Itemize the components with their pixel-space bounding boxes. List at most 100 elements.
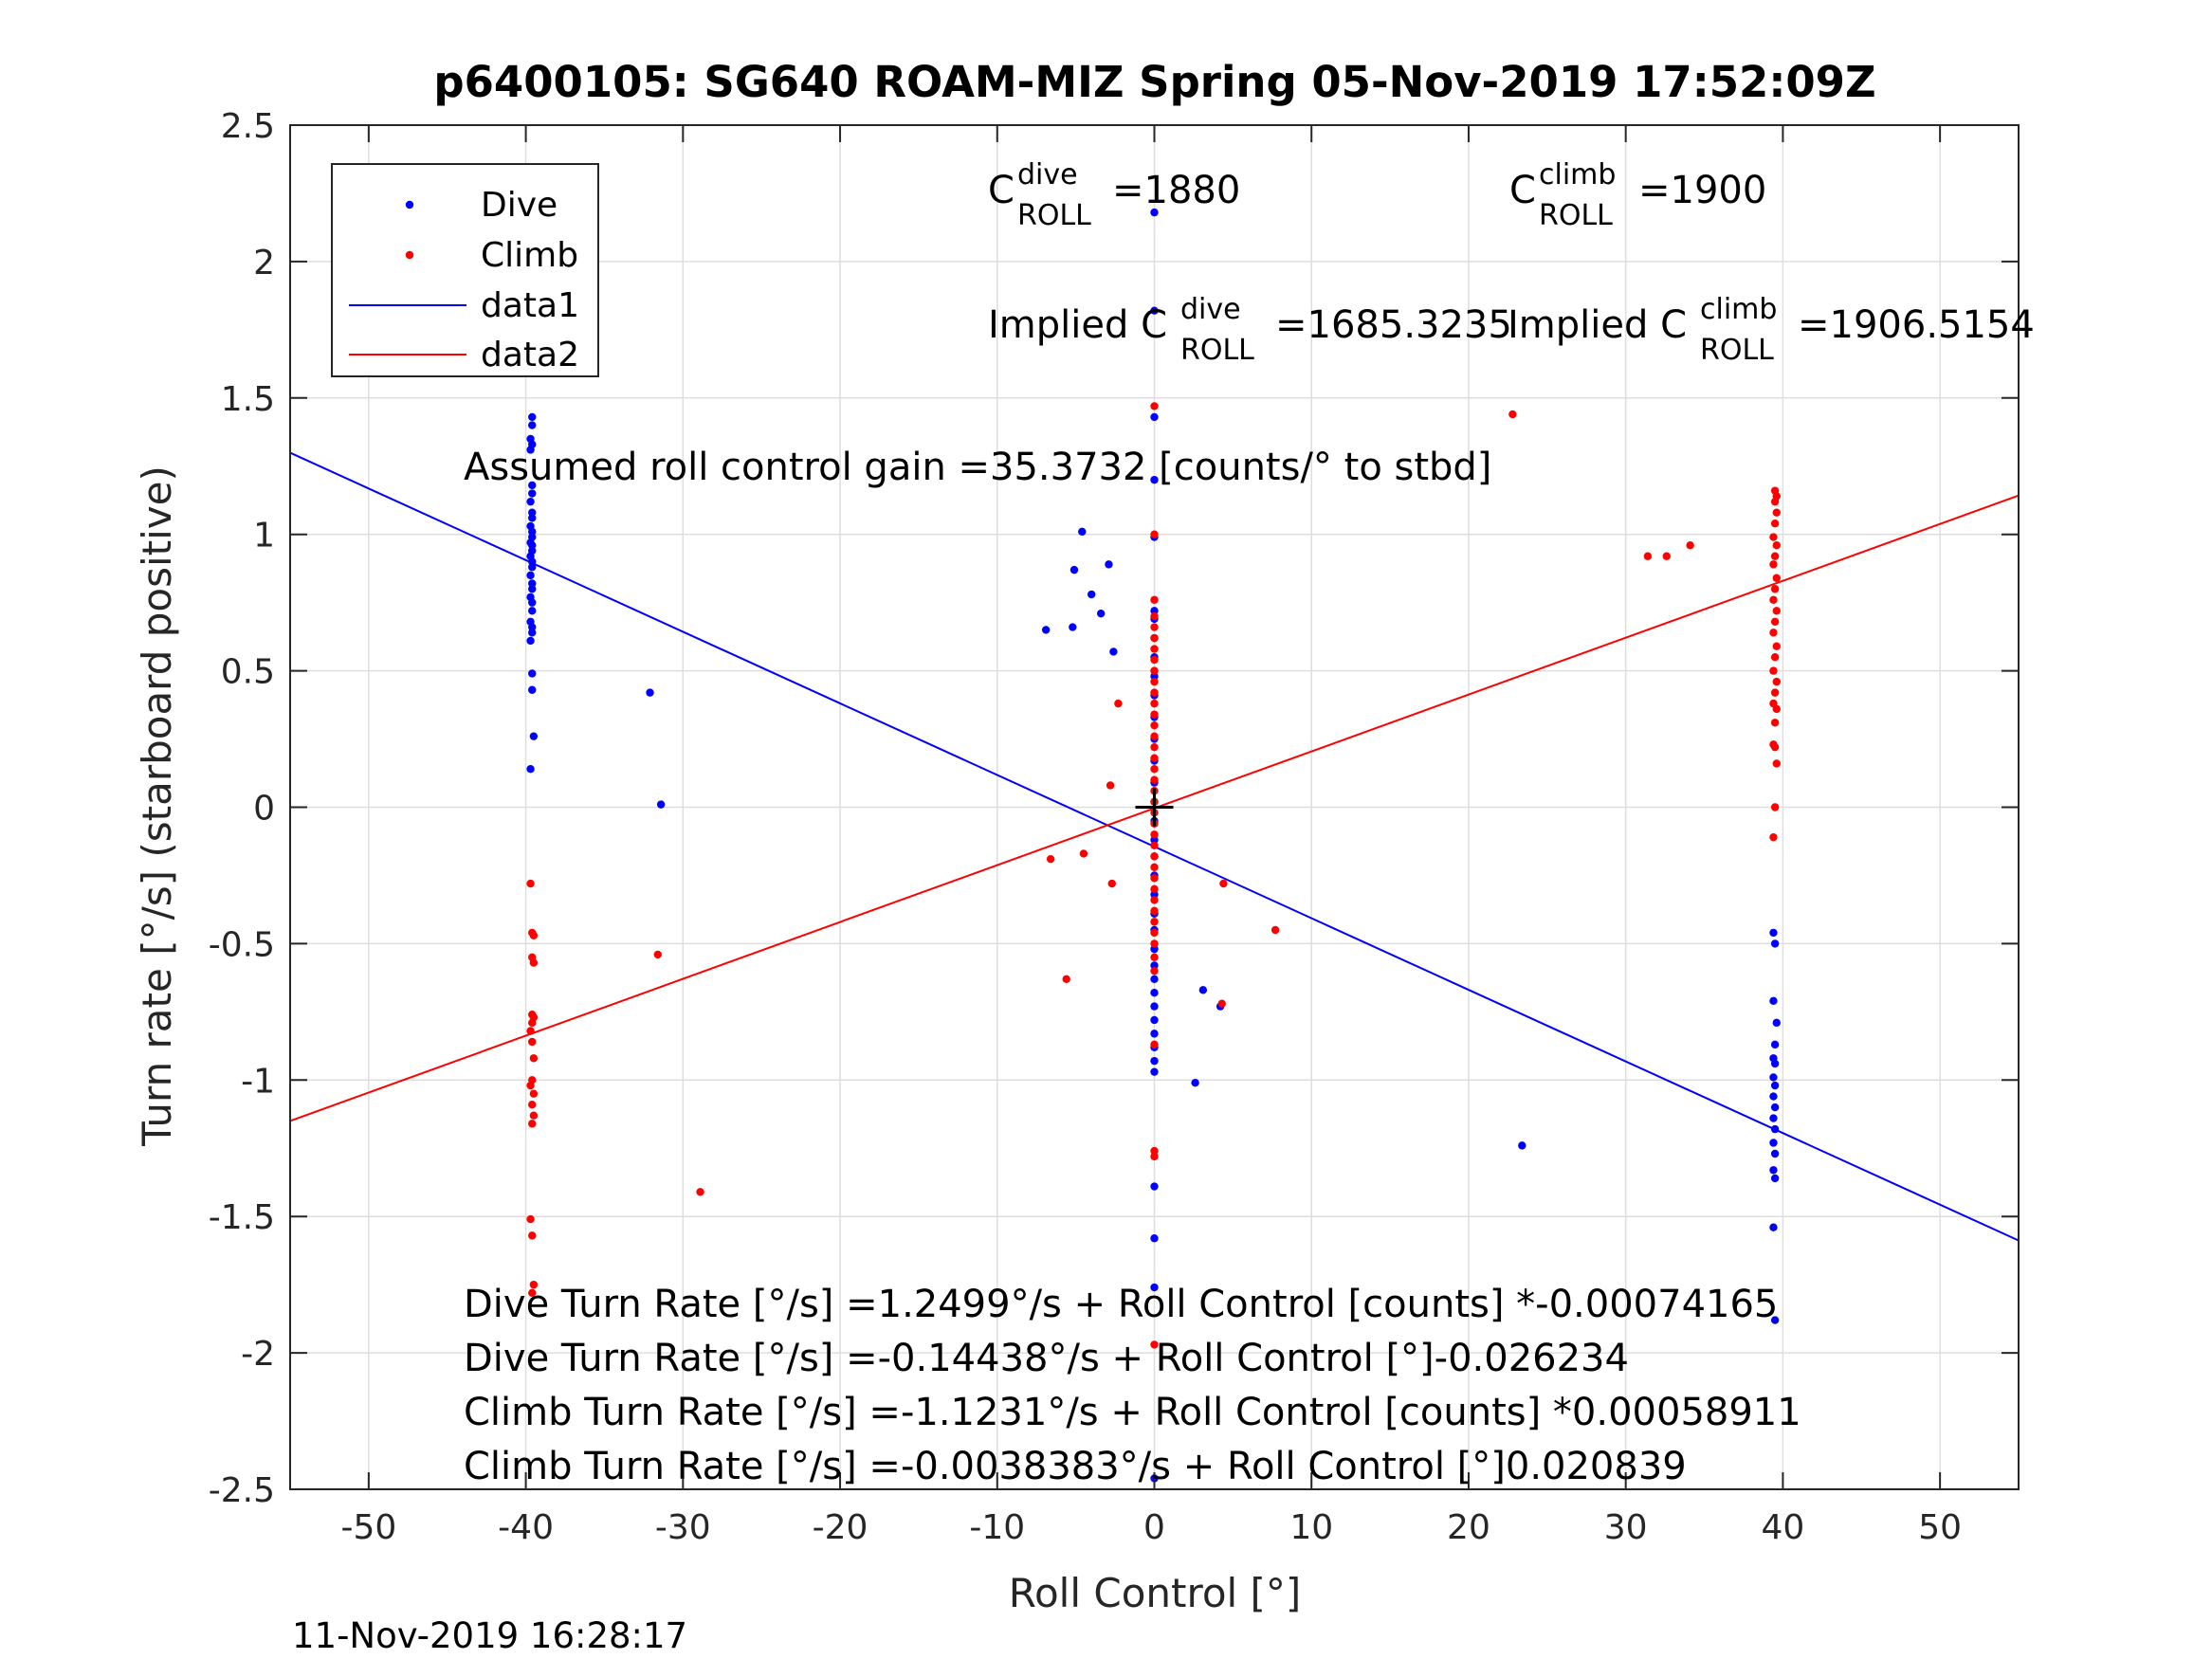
dive-point bbox=[528, 489, 537, 498]
legend-label-data1: data1 bbox=[481, 286, 579, 325]
annotation-roll-gain: Assumed roll control gain =35.3732 [coun… bbox=[464, 446, 1491, 489]
x-tick-label: -10 bbox=[969, 1508, 1025, 1547]
legend-box bbox=[331, 163, 599, 377]
legend-label-dive: Dive bbox=[481, 186, 558, 225]
climb-point bbox=[1770, 497, 1780, 506]
climb-point bbox=[1106, 781, 1115, 790]
climb-point bbox=[1271, 925, 1280, 935]
x-tick-label: 10 bbox=[1289, 1508, 1333, 1547]
climb-point bbox=[1150, 775, 1159, 784]
climb-point bbox=[529, 931, 539, 939]
dive-point bbox=[1069, 623, 1077, 631]
y-tick-label: 0 bbox=[253, 790, 275, 829]
climb-point bbox=[1770, 688, 1780, 697]
dive-point bbox=[526, 446, 535, 454]
climb-point bbox=[1772, 607, 1781, 615]
climb-point bbox=[1770, 552, 1780, 560]
climb-point bbox=[1150, 623, 1159, 631]
annotation-base: C bbox=[988, 169, 1015, 212]
chart-title: p6400105: SG640 ROAM-MIZ Spring 05-Nov-2… bbox=[433, 57, 1875, 107]
climb-point bbox=[1769, 666, 1778, 675]
annotation-sub: ROLL bbox=[1180, 334, 1254, 367]
climb-point bbox=[529, 1054, 539, 1063]
dive-point bbox=[1770, 939, 1780, 948]
climb-point bbox=[1150, 906, 1159, 916]
x-tick-label: -30 bbox=[655, 1508, 711, 1547]
climb-point bbox=[1772, 574, 1781, 582]
y-tick-label: -1.5 bbox=[209, 1198, 275, 1237]
climb-point bbox=[1772, 704, 1781, 714]
legend-marker-climb bbox=[405, 250, 414, 260]
climb-point bbox=[1150, 896, 1159, 904]
dive-point bbox=[1150, 475, 1159, 484]
dive-point bbox=[528, 481, 537, 490]
y-tick-label: 0.5 bbox=[221, 653, 275, 692]
climb-point bbox=[1114, 699, 1123, 708]
dive-point bbox=[1769, 1073, 1778, 1082]
y-tick-label: 1 bbox=[253, 517, 275, 556]
climb-point bbox=[1150, 874, 1159, 883]
climb-point bbox=[1150, 754, 1159, 762]
climb-point bbox=[1150, 928, 1159, 938]
climb-point bbox=[1150, 884, 1159, 894]
fit-equation-dive-counts: Dive Turn Rate [°/s] =1.2499°/s + Roll C… bbox=[464, 1283, 1778, 1326]
annotation-sup: climb bbox=[1539, 158, 1616, 191]
dive-point bbox=[526, 765, 535, 774]
legend-label-data2: data2 bbox=[481, 336, 579, 374]
climb-point bbox=[529, 958, 539, 967]
dive-point bbox=[1769, 1223, 1778, 1231]
climb-point bbox=[696, 1188, 704, 1196]
climb-point bbox=[1217, 999, 1226, 1008]
dive-point bbox=[1078, 527, 1087, 537]
annotation-sub: ROLL bbox=[1700, 334, 1774, 367]
dive-point bbox=[1150, 944, 1159, 954]
annotation-sup: climb bbox=[1700, 293, 1777, 326]
dive-point bbox=[1770, 1124, 1780, 1134]
dive-point bbox=[526, 571, 535, 580]
annotation-base: Implied C bbox=[988, 303, 1167, 347]
fit-equations: Dive Turn Rate [°/s] =1.2499°/s + Roll C… bbox=[464, 1283, 1801, 1488]
climb-point bbox=[1150, 611, 1159, 621]
dive-point bbox=[1150, 306, 1159, 315]
dive-point bbox=[528, 563, 537, 572]
climb-point bbox=[1219, 879, 1228, 888]
climb-point bbox=[1770, 653, 1780, 662]
y-tick-label: 1.5 bbox=[221, 380, 275, 419]
climb-point bbox=[1150, 918, 1159, 926]
dive-point bbox=[529, 732, 539, 740]
dive-point bbox=[1109, 647, 1118, 656]
x-tick-label: 0 bbox=[1143, 1508, 1165, 1547]
climb-point bbox=[1770, 803, 1780, 811]
annotation-base: Implied C bbox=[1508, 303, 1687, 347]
dive-point bbox=[1769, 996, 1778, 1006]
annotation-sub: ROLL bbox=[1017, 199, 1091, 232]
dive-point bbox=[1769, 1139, 1778, 1147]
dive-point bbox=[1770, 1059, 1780, 1068]
x-tick-label: 30 bbox=[1604, 1508, 1648, 1547]
annotation-c-roll-climb: C climb ROLL =1900 bbox=[1509, 158, 1766, 232]
climb-point bbox=[1770, 742, 1780, 752]
climb-point bbox=[1150, 645, 1159, 653]
dive-point bbox=[528, 685, 537, 694]
annotation-c-roll-dive: C dive ROLL =1880 bbox=[988, 158, 1240, 232]
annotation-sup: dive bbox=[1180, 293, 1241, 326]
y-axis-label: Turn rate [°/s] (starboard positive) bbox=[134, 465, 180, 1147]
climb-point bbox=[1150, 939, 1159, 948]
annotation-implied-dive: Implied C dive ROLL =1685.3235 bbox=[988, 293, 1512, 367]
climb-point bbox=[1150, 402, 1159, 410]
climb-point bbox=[1079, 849, 1088, 858]
climb-point bbox=[1150, 677, 1159, 686]
dive-point bbox=[1150, 1056, 1159, 1066]
climb-point bbox=[1150, 655, 1159, 665]
dive-point bbox=[1150, 975, 1159, 984]
dive-point bbox=[1150, 1283, 1159, 1292]
dive-point bbox=[1150, 890, 1159, 899]
dive-point bbox=[528, 421, 537, 429]
dive-point bbox=[1770, 1174, 1780, 1183]
climb-point bbox=[1772, 759, 1781, 768]
x-tick-label: -40 bbox=[498, 1508, 554, 1547]
dive-point bbox=[1150, 607, 1159, 615]
climb-point bbox=[1662, 552, 1671, 560]
dive-point bbox=[528, 527, 537, 537]
